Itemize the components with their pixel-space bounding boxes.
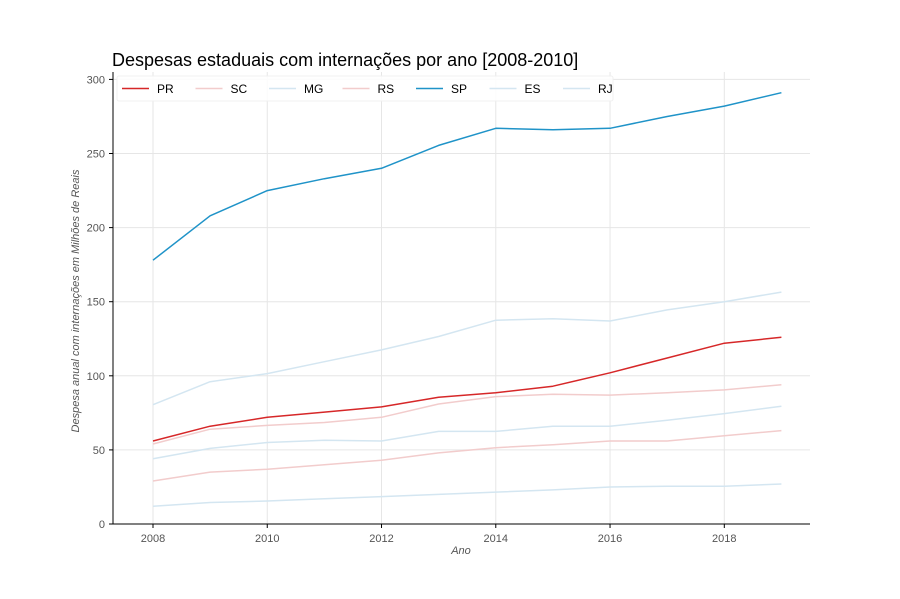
y-tick-label: 250	[87, 149, 105, 161]
legend-label-sc: SC	[231, 82, 248, 96]
y-tick-label: 50	[93, 445, 105, 457]
series-line-sp	[152, 91, 782, 261]
series-line-rs	[152, 383, 782, 445]
axes: 0 50 100 150 200 250 300 2008 2010 2012 2014 2016 20…	[87, 72, 810, 545]
legend-label-mg: MG	[304, 82, 323, 96]
chart-title: Despesas estaduais com internações por a…	[112, 50, 578, 70]
series-line-pr	[152, 336, 782, 442]
legend: PR SC MG RS SP ES RJ	[116, 75, 614, 102]
x-tick-label: 2010	[255, 533, 279, 545]
series-lines	[152, 91, 782, 507]
series-line-mg	[152, 405, 782, 460]
legend-label-pr: PR	[157, 82, 174, 96]
y-tick-label: 300	[87, 74, 105, 86]
x-tick-label: 2014	[484, 533, 508, 545]
y-tick-label: 0	[99, 519, 105, 531]
x-tick-label: 2012	[369, 533, 393, 545]
series-line-es	[152, 483, 782, 507]
legend-label-rj: RJ	[598, 82, 613, 96]
x-tick-label: 2016	[598, 533, 622, 545]
series-line-sc	[152, 429, 782, 482]
y-tick-label: 100	[87, 371, 105, 383]
y-axis-title: Despesa anual com internações em Milhões…	[70, 169, 82, 432]
y-tick-label: 200	[87, 223, 105, 235]
x-tick-label: 2008	[141, 533, 165, 545]
grid	[113, 72, 810, 525]
legend-label-rs: RS	[378, 82, 395, 96]
y-tick-label: 150	[87, 297, 105, 309]
legend-label-sp: SP	[451, 82, 467, 96]
x-axis-title: Ano	[450, 545, 471, 557]
legend-label-es: ES	[525, 82, 541, 96]
x-tick-label: 2018	[712, 533, 736, 545]
series-line-rj	[152, 291, 782, 406]
